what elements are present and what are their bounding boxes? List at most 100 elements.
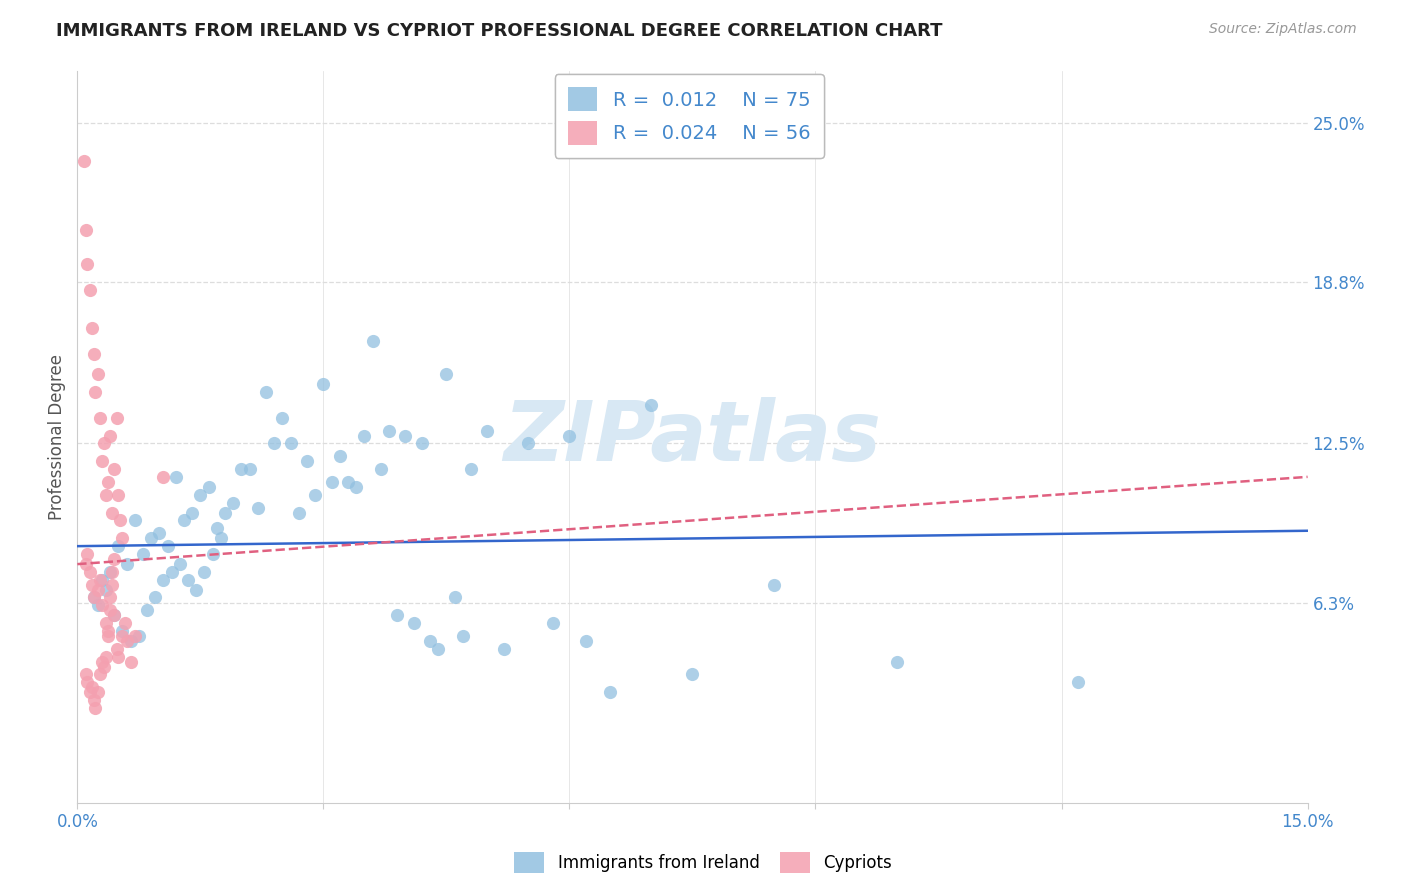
Legend: R =  0.012    N = 75, R =  0.024    N = 56: R = 0.012 N = 75, R = 0.024 N = 56	[554, 74, 824, 158]
Point	[87, 368, 110, 382]
Point	[105, 410, 128, 425]
Point	[94, 582, 117, 597]
Point	[84, 385, 107, 400]
Point	[98, 591, 121, 605]
Point	[329, 450, 352, 464]
Point	[156, 539, 179, 553]
Point	[394, 429, 416, 443]
Point	[94, 649, 117, 664]
Point	[337, 475, 360, 489]
Point	[111, 629, 134, 643]
Point	[160, 565, 183, 579]
Point	[79, 685, 101, 699]
Point	[87, 598, 110, 612]
Point	[141, 532, 163, 546]
Point	[402, 616, 425, 631]
Legend: Immigrants from Ireland, Cypriots: Immigrants from Ireland, Cypriots	[508, 846, 898, 880]
Point	[246, 500, 269, 515]
Point	[93, 436, 115, 450]
Point	[93, 660, 115, 674]
Point	[105, 641, 128, 656]
Point	[83, 591, 105, 605]
Point	[517, 436, 540, 450]
Point	[76, 675, 98, 690]
Y-axis label: Professional Degree: Professional Degree	[48, 354, 66, 520]
Point	[90, 655, 114, 669]
Point	[231, 462, 253, 476]
Point	[75, 223, 97, 237]
Point	[152, 573, 174, 587]
Point	[295, 454, 318, 468]
Point	[280, 436, 302, 450]
Point	[111, 532, 134, 546]
Point	[1067, 675, 1090, 690]
Point	[97, 475, 120, 489]
Point	[197, 480, 219, 494]
Point	[111, 624, 134, 638]
Point	[94, 488, 117, 502]
Point	[97, 624, 120, 638]
Point	[82, 681, 104, 695]
Point	[89, 667, 111, 681]
Text: ZIPatlas: ZIPatlas	[503, 397, 882, 477]
Point	[427, 641, 450, 656]
Point	[101, 506, 124, 520]
Point	[304, 488, 326, 502]
Point	[460, 462, 482, 476]
Point	[76, 547, 98, 561]
Point	[143, 591, 166, 605]
Point	[599, 685, 621, 699]
Point	[73, 154, 96, 169]
Point	[763, 577, 786, 591]
Point	[222, 495, 245, 509]
Point	[271, 410, 294, 425]
Point	[101, 577, 124, 591]
Point	[353, 429, 375, 443]
Text: IMMIGRANTS FROM IRELAND VS CYPRIOT PROFESSIONAL DEGREE CORRELATION CHART: IMMIGRANTS FROM IRELAND VS CYPRIOT PROFE…	[56, 22, 943, 40]
Point	[177, 573, 200, 587]
Point	[201, 547, 224, 561]
Point	[419, 634, 441, 648]
Point	[288, 506, 311, 520]
Point	[312, 377, 335, 392]
Point	[79, 283, 101, 297]
Point	[387, 608, 409, 623]
Point	[107, 488, 129, 502]
Point	[239, 462, 262, 476]
Point	[558, 429, 581, 443]
Point	[451, 629, 474, 643]
Point	[181, 506, 204, 520]
Point	[89, 573, 111, 587]
Point	[94, 616, 117, 631]
Point	[98, 565, 121, 579]
Point	[98, 603, 121, 617]
Point	[101, 565, 124, 579]
Point	[173, 514, 195, 528]
Point	[193, 565, 215, 579]
Point	[107, 649, 129, 664]
Point	[128, 629, 150, 643]
Point	[103, 462, 125, 476]
Point	[378, 424, 401, 438]
Point	[321, 475, 343, 489]
Point	[209, 532, 232, 546]
Point	[344, 480, 367, 494]
Point	[89, 410, 111, 425]
Point	[263, 436, 285, 450]
Point	[108, 514, 131, 528]
Point	[411, 436, 433, 450]
Point	[152, 470, 174, 484]
Point	[98, 429, 121, 443]
Point	[254, 385, 277, 400]
Point	[361, 334, 384, 348]
Point	[132, 547, 155, 561]
Point	[886, 655, 908, 669]
Point	[114, 616, 136, 631]
Point	[124, 629, 146, 643]
Point	[492, 641, 515, 656]
Point	[169, 557, 191, 571]
Point	[186, 582, 208, 597]
Point	[477, 424, 499, 438]
Point	[97, 629, 120, 643]
Point	[82, 321, 104, 335]
